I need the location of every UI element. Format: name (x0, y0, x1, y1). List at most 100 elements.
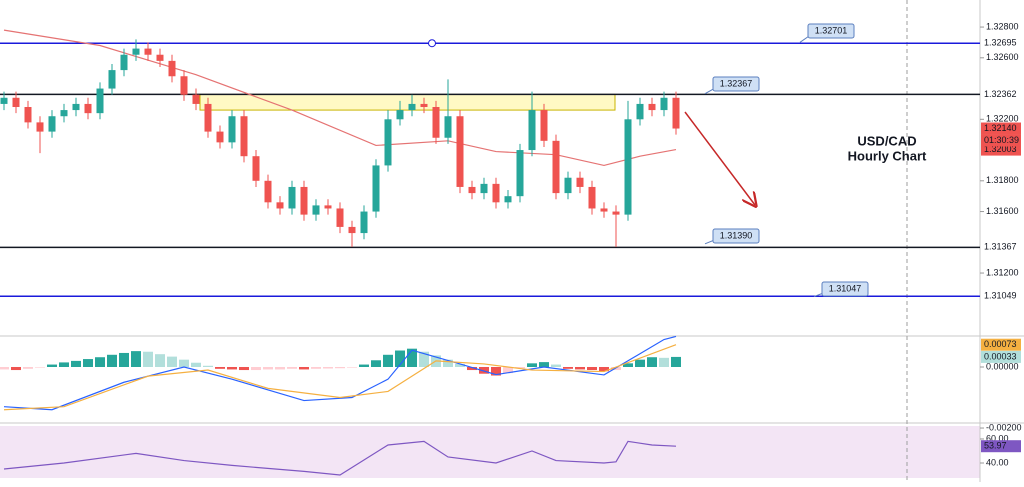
macd-bar (23, 366, 33, 369)
y-tick-label: -0.00200 (986, 422, 1022, 432)
price-tag-label: 1.32695 (984, 38, 1017, 48)
macd-bar (359, 364, 369, 367)
candle-body (156, 54, 164, 61)
candle-body (204, 103, 212, 132)
macd-bar (371, 360, 381, 367)
macd-bar (575, 366, 585, 370)
candle-body (36, 122, 44, 132)
candle-body (96, 88, 104, 114)
macd-bar (551, 364, 561, 367)
candle-body (60, 110, 68, 117)
macd-bar (191, 362, 201, 367)
macd-bar (239, 366, 249, 371)
macd-bar (347, 366, 357, 368)
macd-bar (287, 366, 297, 369)
candle-body (480, 183, 488, 194)
macd-bar (563, 366, 573, 369)
price-tag-label: 1.31367 (984, 242, 1017, 252)
macd-bar (527, 363, 537, 367)
macd-bar (635, 359, 645, 367)
macd-bar (35, 366, 45, 368)
macd-bar (599, 366, 609, 372)
candle-body (540, 110, 548, 141)
callout-box (712, 228, 760, 244)
candle-body (552, 140, 560, 194)
price-tag-label: 0.00073 (984, 339, 1017, 349)
price-tag (981, 440, 1021, 453)
macd-bar (335, 366, 345, 369)
candle-body (516, 150, 524, 197)
macd-bar (455, 363, 465, 367)
candle-body (288, 186, 296, 209)
macd-bar (203, 365, 213, 367)
macd-bar (311, 366, 321, 369)
price-tag-label: 1.32362 (984, 89, 1017, 99)
macd-bar (443, 359, 453, 367)
price-tag (981, 350, 1021, 363)
candle-body (444, 116, 452, 138)
macd-bar (0, 366, 9, 370)
macd-bar (227, 366, 237, 370)
candle-body (660, 97, 668, 111)
candle-body (636, 103, 644, 120)
candle-body (120, 54, 128, 71)
candle-body (420, 103, 428, 108)
macd-bar (539, 362, 549, 367)
macd-bar (251, 366, 261, 371)
macd-bar (623, 363, 633, 367)
y-tick-label: 0.00000 (986, 361, 1019, 371)
y-tick-label: 60.00 (986, 433, 1009, 443)
y-tick-label: 40.00 (986, 457, 1009, 467)
candle-body (432, 107, 440, 138)
price-tag-label: 1.32003 (984, 144, 1017, 154)
price-tag-label: 1.31049 (984, 291, 1017, 301)
y-tick-label: 1.31800 (986, 175, 1019, 185)
macd-bar (383, 354, 393, 367)
macd-bar (671, 356, 681, 367)
macd-bar (263, 366, 273, 370)
candle-body (252, 156, 260, 181)
y-tick-label: 1.32200 (986, 114, 1019, 124)
callout-box (821, 281, 869, 297)
candle-body (672, 97, 680, 129)
y-tick-label: 1.31200 (986, 267, 1019, 277)
macd-bar (131, 351, 141, 367)
price-tag (981, 143, 1021, 156)
macd-bar (587, 366, 597, 371)
price-tag (981, 88, 1021, 101)
price-tag (981, 241, 1021, 254)
candle-body (324, 205, 332, 209)
macd-bar (215, 366, 225, 369)
macd-bar (419, 351, 429, 367)
macd-bar (11, 366, 21, 371)
macd-bar (395, 350, 405, 367)
price-tag (981, 37, 1021, 50)
candle-body (336, 208, 344, 227)
macd-bar (515, 366, 525, 369)
candle-body (132, 48, 140, 55)
resistance-zone (199, 93, 616, 111)
callout-label: 1.32367 (720, 78, 753, 88)
candle-body (144, 48, 152, 55)
handle (428, 39, 436, 48)
candle-body (72, 103, 80, 111)
candle-body (180, 76, 188, 95)
candle-body (504, 196, 512, 203)
y-tick-label: 1.31600 (986, 206, 1019, 216)
macd-bar (95, 357, 105, 367)
candle-body (528, 110, 536, 151)
macd-bar (155, 354, 165, 367)
candle-body (168, 60, 176, 77)
candle-body (360, 211, 368, 234)
candle-body (648, 103, 656, 111)
macd-bar (71, 360, 81, 367)
candle-body (108, 70, 116, 89)
price-tag (981, 290, 1021, 303)
macd-bar (479, 366, 489, 374)
macd-bar (407, 348, 417, 367)
candle-body (276, 202, 284, 209)
macd-bar (143, 351, 153, 367)
macd-bar (491, 366, 501, 376)
price-tag (981, 338, 1021, 351)
